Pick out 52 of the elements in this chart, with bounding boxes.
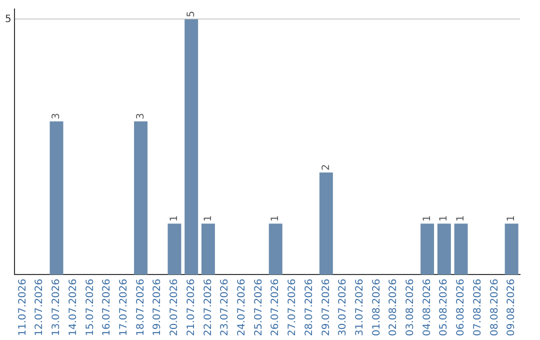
x-tick-label: 26.07.2026 xyxy=(270,278,282,336)
x-tick-label: 09.08.2026 xyxy=(506,278,518,336)
x-tick-label: 13.07.2026 xyxy=(51,278,62,336)
x-tick-label: 27.07.2026 xyxy=(287,278,298,336)
x-tick-label: 04.08.2026 xyxy=(422,278,433,336)
x-tick-label: 23.07.2026 xyxy=(220,278,231,336)
data-label: 1 xyxy=(506,215,518,222)
x-tick-label: 20.07.2026 xyxy=(169,278,180,336)
bar xyxy=(420,224,434,275)
bar xyxy=(454,224,468,275)
data-label: 2 xyxy=(320,164,332,171)
x-tick-label: 22.07.2026 xyxy=(202,278,214,336)
x-tick-label: 28.07.2026 xyxy=(304,278,315,336)
x-tick-label: 16.07.2026 xyxy=(102,278,113,336)
data-label: 1 xyxy=(456,215,467,222)
x-tick-label: 24.07.2026 xyxy=(236,278,248,336)
bar xyxy=(184,19,198,275)
x-tick-label: 01.08.2026 xyxy=(371,278,382,336)
x-tick-label: 21.07.2026 xyxy=(186,278,197,336)
bar xyxy=(201,224,215,275)
x-tick-label: 17.07.2026 xyxy=(118,278,130,336)
data-label: 1 xyxy=(169,215,180,222)
x-tick-label: 25.07.2026 xyxy=(253,278,264,336)
x-tick-label: 06.08.2026 xyxy=(456,278,467,336)
x-tick-label: 18.07.2026 xyxy=(135,278,146,336)
bar xyxy=(50,121,64,275)
bar xyxy=(319,172,333,275)
x-tick-label: 12.07.2026 xyxy=(34,278,46,336)
x-tick-label: 07.08.2026 xyxy=(472,278,484,336)
data-label: 1 xyxy=(438,215,450,222)
x-tick-label: 29.07.2026 xyxy=(320,278,332,336)
x-tick-label: 08.08.2026 xyxy=(489,278,500,336)
x-tick-label: 19.07.2026 xyxy=(152,278,164,336)
bar xyxy=(504,224,518,275)
bar xyxy=(437,224,451,275)
bar xyxy=(268,224,282,275)
x-tick-label: 31.07.2026 xyxy=(354,278,366,336)
data-label: 1 xyxy=(270,215,282,222)
bar xyxy=(168,224,182,275)
data-label: 5 xyxy=(186,10,197,18)
x-tick-label: 14.07.2026 xyxy=(68,278,79,336)
x-tick-label: 02.08.2026 xyxy=(388,278,400,336)
x-tick-label: 30.07.2026 xyxy=(338,278,349,336)
data-label: 3 xyxy=(135,113,146,120)
x-tick-label: 11.07.2026 xyxy=(17,278,28,336)
x-tick-label: 03.08.2026 xyxy=(405,278,416,336)
x-tick-label: 05.08.2026 xyxy=(438,278,450,336)
x-tick-label: 15.07.2026 xyxy=(84,278,96,336)
bar xyxy=(134,121,148,275)
data-label: 1 xyxy=(422,215,433,222)
data-label: 3 xyxy=(51,113,62,120)
data-label: 1 xyxy=(202,215,214,222)
